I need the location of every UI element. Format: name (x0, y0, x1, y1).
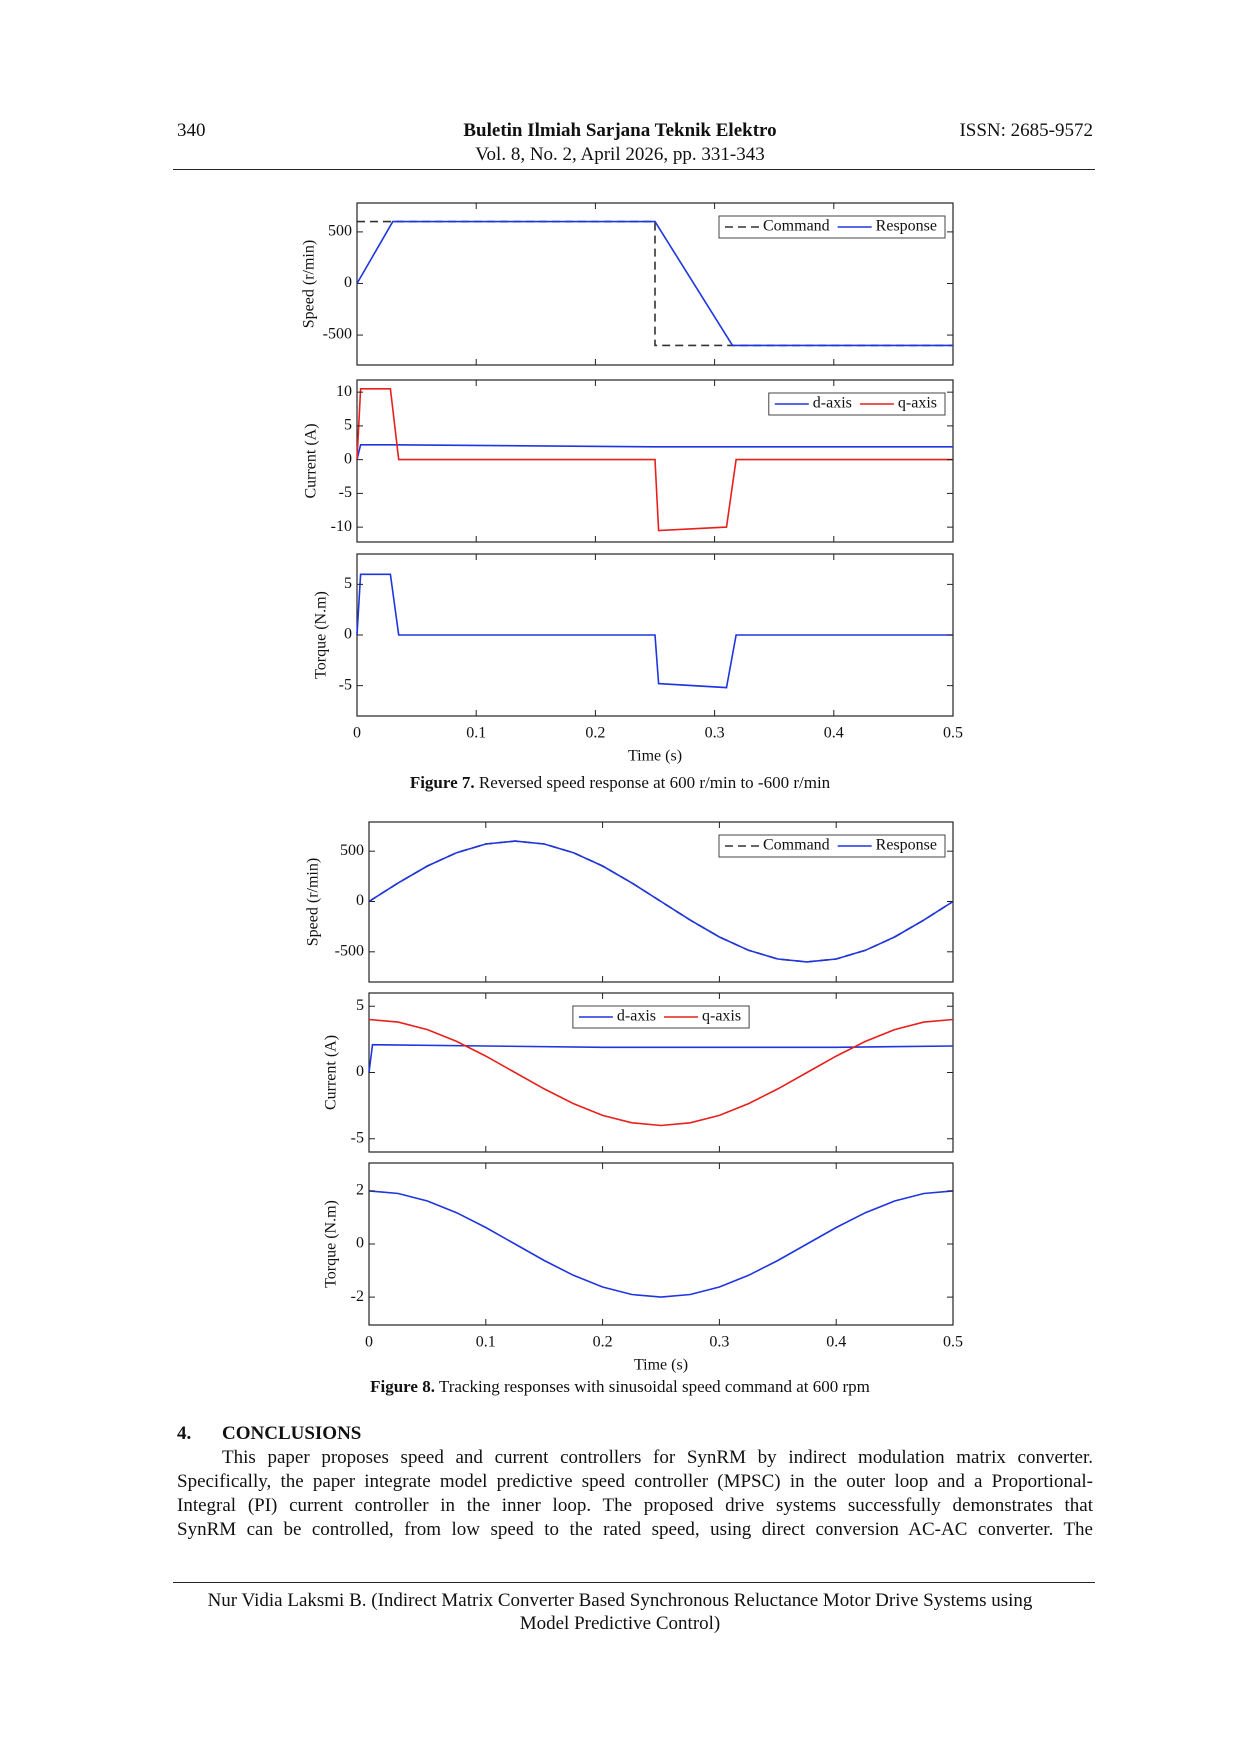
legend: Command Response (718, 215, 946, 239)
y-tick-label: 0 (344, 274, 352, 291)
x-tick-label: 0.4 (824, 725, 844, 742)
x-tick-label: 0.5 (943, 1334, 963, 1351)
legend-box (572, 1005, 750, 1029)
series-line (368, 1190, 954, 1298)
legend-label: Response (876, 837, 937, 854)
y-tick-label: 0 (356, 892, 364, 909)
section-title: CONCLUSIONS (222, 1423, 362, 1444)
legend-label: Response (876, 218, 937, 235)
x-tick-label: 0.4 (826, 1334, 846, 1351)
y-axis-label: Speed (r/min) (305, 858, 322, 946)
caption-text: Reversed speed response at 600 r/min to … (474, 773, 831, 792)
caption-label: Figure 7. (409, 773, 475, 792)
x-tick-label: 0 (353, 725, 361, 742)
paragraph-line: SynRM can be controlled, from low speed … (177, 1519, 1093, 1540)
series-line (356, 220, 953, 347)
x-axis-label: Time (s) (628, 748, 682, 765)
legend-label: d-axis (617, 1008, 656, 1025)
page-number: 340 (177, 120, 206, 141)
header-rule (173, 169, 1095, 170)
issn: ISSN: 2685-9572 (959, 120, 1093, 141)
y-tick-label: -500 (323, 326, 352, 343)
y-tick-label: 5 (344, 575, 352, 592)
y-tick-label: 0 (344, 450, 352, 467)
y-tick-label: 500 (340, 842, 364, 859)
caption: Figure 8. Tracking responses with sinuso… (0, 1375, 1240, 1398)
x-tick-label: 0 (365, 1334, 373, 1351)
caption-label: Figure 8. (370, 1377, 435, 1396)
y-tick-label: -5 (351, 1129, 364, 1146)
series-line (356, 444, 953, 460)
y-tick-label: 500 (328, 223, 352, 240)
legend-label: d-axis (813, 395, 852, 412)
y-tick-label: 0 (356, 1235, 364, 1252)
x-tick-label: 0.1 (476, 1334, 496, 1351)
caption: Figure 7. Reversed speed response at 600… (0, 771, 1240, 794)
plot-frame (368, 1162, 954, 1326)
x-axis-label: Time (s) (634, 1357, 688, 1374)
y-axis-label: Torque (N.m) (313, 591, 330, 679)
x-tick-label: 0.1 (466, 725, 486, 742)
y-axis-label: Torque (N.m) (323, 1200, 340, 1288)
volume: Vol. 8, No. 2, April 2026, pp. 331-343 (475, 144, 765, 165)
x-tick-label: 0.2 (585, 725, 605, 742)
x-tick-label: 0.2 (593, 1334, 613, 1351)
series-line (368, 1043, 954, 1073)
y-tick-label: -10 (331, 518, 352, 535)
legend-label: q-axis (898, 395, 937, 412)
y-tick-label: -500 (335, 942, 364, 959)
series-line (356, 388, 953, 532)
y-tick-label: 0 (344, 626, 352, 643)
journal-title: Buletin Ilmiah Sarjana Teknik Elektro (463, 120, 777, 141)
legend-box (718, 215, 946, 239)
legend: d-axis q-axis (572, 1005, 750, 1029)
legend-label: Command (763, 837, 830, 854)
legend-box (768, 392, 946, 416)
y-tick-label: 10 (336, 383, 352, 400)
footer-line: Nur Vidia Laksmi B. (Indirect Matrix Con… (207, 1590, 1033, 1611)
y-tick-label: 5 (356, 997, 364, 1014)
footer-line: Model Predictive Control) (519, 1613, 721, 1634)
paragraph-line: This paper proposes speed and current co… (222, 1447, 1093, 1468)
y-axis-label: Speed (r/min) (301, 240, 318, 328)
legend-label: q-axis (702, 1008, 741, 1025)
legend-label: Command (763, 218, 830, 235)
x-tick-label: 0.5 (943, 725, 963, 742)
y-tick-label: 0 (356, 1063, 364, 1080)
caption-text: Tracking responses with sinusoidal speed… (434, 1377, 870, 1396)
y-tick-label: 5 (344, 417, 352, 434)
x-tick-label: 0.3 (705, 725, 725, 742)
y-tick-label: -2 (351, 1288, 364, 1305)
legend: d-axis q-axis (768, 392, 946, 416)
series-line (368, 1018, 954, 1127)
y-tick-label: -5 (339, 676, 352, 693)
series-line (356, 573, 953, 689)
y-axis-label: Current (A) (303, 423, 320, 498)
series-line (368, 840, 954, 963)
y-tick-label: -5 (339, 484, 352, 501)
paragraph-line: Integral (PI) current controller in the … (177, 1495, 1093, 1516)
footer-rule (173, 1582, 1095, 1583)
section-number: 4. (177, 1423, 192, 1444)
legend: Command Response (718, 834, 946, 858)
y-tick-label: 2 (356, 1182, 364, 1199)
y-axis-label: Current (A) (323, 1035, 340, 1110)
legend-box (718, 834, 946, 858)
paragraph-line: Specifically, the paper integrate model … (177, 1471, 1093, 1492)
x-tick-label: 0.3 (709, 1334, 729, 1351)
